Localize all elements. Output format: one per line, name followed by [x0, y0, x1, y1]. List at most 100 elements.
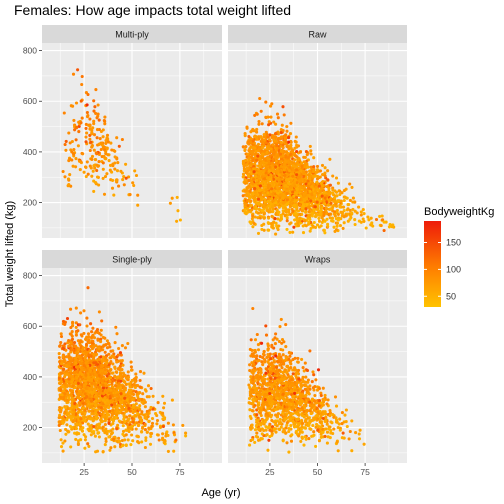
data-point — [61, 449, 65, 453]
data-point — [95, 136, 99, 140]
data-point — [88, 124, 92, 128]
data-point — [255, 127, 259, 131]
data-point — [291, 149, 295, 153]
data-point — [280, 123, 284, 127]
data-point — [109, 391, 113, 395]
data-point — [250, 153, 254, 157]
data-point — [92, 430, 96, 434]
data-point — [292, 225, 296, 229]
data-point — [252, 177, 256, 181]
data-point — [318, 169, 323, 173]
y-tick-label: 800 — [23, 46, 37, 56]
data-point — [63, 375, 67, 379]
data-point — [174, 438, 178, 442]
data-point — [291, 170, 295, 174]
data-point — [253, 135, 257, 139]
data-point — [113, 378, 117, 382]
data-point — [99, 129, 103, 134]
data-point — [265, 146, 269, 150]
data-point — [260, 196, 264, 200]
data-point — [295, 198, 299, 202]
data-point — [58, 344, 62, 348]
data-point — [291, 174, 295, 178]
data-point — [309, 199, 313, 203]
data-point — [359, 210, 363, 214]
data-point — [85, 115, 90, 119]
data-point — [322, 191, 326, 195]
data-point — [71, 164, 75, 168]
data-point — [323, 231, 327, 235]
data-point — [387, 225, 391, 229]
data-point — [95, 428, 99, 432]
data-point — [107, 363, 111, 367]
data-point — [71, 72, 76, 76]
data-point — [382, 220, 386, 224]
data-point — [102, 192, 107, 196]
data-point — [350, 211, 354, 215]
data-point — [280, 149, 284, 153]
data-point — [279, 214, 283, 218]
data-point — [176, 209, 180, 213]
data-point — [279, 140, 283, 144]
data-point — [255, 201, 259, 205]
data-point — [281, 143, 285, 147]
data-point — [304, 207, 308, 211]
data-point — [89, 322, 93, 326]
data-point — [245, 163, 249, 167]
data-point — [287, 208, 291, 212]
data-point — [316, 213, 320, 217]
data-point — [264, 174, 268, 178]
data-point — [131, 439, 135, 443]
data-point — [84, 126, 88, 130]
data-point — [70, 334, 74, 338]
data-point — [128, 193, 132, 197]
data-point — [122, 387, 126, 391]
data-point — [284, 154, 288, 158]
data-point — [289, 121, 293, 125]
data-point — [257, 172, 262, 176]
data-point — [279, 135, 283, 139]
data-point — [77, 401, 81, 405]
data-point — [249, 170, 253, 174]
data-point — [92, 119, 96, 123]
data-point — [281, 205, 285, 210]
data-point — [59, 340, 63, 345]
data-point — [99, 355, 103, 359]
data-point — [71, 384, 75, 388]
data-point — [161, 432, 165, 436]
data-point — [85, 404, 89, 408]
data-point — [78, 427, 82, 431]
data-point — [328, 183, 332, 187]
data-point — [277, 173, 281, 177]
data-point — [262, 180, 266, 184]
data-point — [70, 380, 74, 384]
data-point — [271, 199, 275, 203]
data-point — [292, 194, 296, 198]
data-point — [74, 306, 78, 310]
data-point — [59, 388, 63, 392]
data-point — [97, 425, 101, 429]
data-point — [304, 210, 308, 214]
data-point — [312, 182, 316, 186]
data-point — [59, 334, 64, 339]
data-point — [90, 412, 94, 416]
data-point — [103, 422, 107, 427]
data-point — [266, 135, 270, 139]
data-point — [285, 191, 289, 196]
data-point — [321, 173, 325, 177]
data-point — [268, 210, 272, 214]
data-point — [267, 169, 271, 173]
data-point — [78, 323, 82, 327]
data-point — [78, 396, 82, 400]
data-point — [295, 191, 299, 195]
data-point — [331, 205, 335, 209]
data-point — [271, 170, 275, 174]
data-point — [272, 120, 276, 124]
data-point — [83, 415, 87, 419]
data-point — [279, 217, 284, 221]
data-point — [306, 184, 310, 188]
data-point — [62, 367, 66, 371]
data-point — [284, 178, 288, 182]
data-point — [94, 399, 98, 403]
data-point — [58, 406, 62, 410]
